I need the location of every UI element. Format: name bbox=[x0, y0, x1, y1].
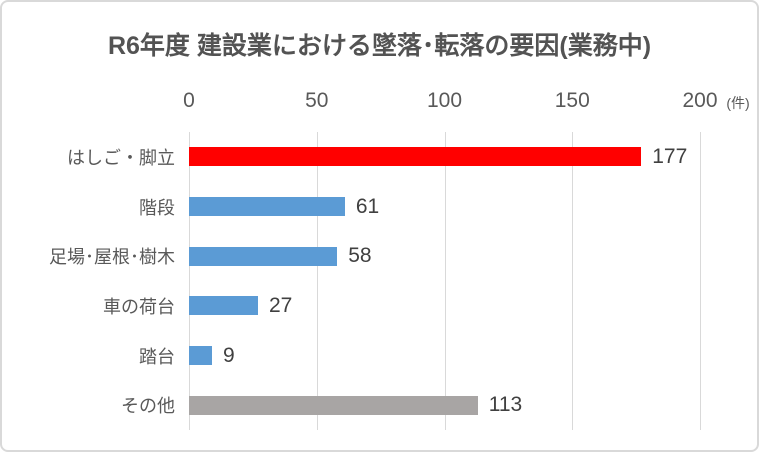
gridline bbox=[700, 132, 701, 430]
bar bbox=[189, 147, 642, 167]
gridline bbox=[444, 132, 446, 430]
bar-value-label: 27 bbox=[268, 293, 293, 317]
bar bbox=[189, 197, 345, 216]
x-axis-tick: 50 bbox=[305, 89, 329, 112]
gridline bbox=[316, 132, 318, 430]
axis-unit-label: (件) bbox=[726, 95, 750, 111]
bar-value-label: 9 bbox=[222, 343, 235, 367]
bar-value-label: 61 bbox=[355, 194, 380, 218]
category-label: その他 bbox=[121, 396, 175, 417]
bar-row: 113 bbox=[189, 380, 700, 430]
bar-row: 27 bbox=[189, 281, 700, 331]
x-axis-tick: 0 bbox=[183, 89, 195, 112]
category-label: 踏台 bbox=[139, 346, 175, 367]
bar bbox=[189, 246, 338, 266]
category-label: 階段 bbox=[139, 197, 175, 218]
chart-title: R6年度 建設業における墜落･転落の要因(業務中) bbox=[107, 32, 652, 60]
gridline bbox=[572, 132, 574, 430]
x-axis-tick: 150 bbox=[554, 89, 590, 112]
category-label: 足場･屋根･樹木 bbox=[49, 247, 175, 268]
bar-rows: 177 61 58 27 9 113 bbox=[189, 132, 700, 430]
bar-value-label: 177 bbox=[652, 144, 688, 168]
x-axis: 0 50 100 150 200 (件) bbox=[183, 86, 750, 116]
bar-row: 58 bbox=[189, 231, 700, 281]
bar-row: 9 bbox=[189, 331, 700, 381]
bar-row: 177 bbox=[189, 132, 700, 182]
category-label: 車の荷台 bbox=[103, 296, 175, 317]
plot-area: 177 61 58 27 9 113 bbox=[189, 132, 701, 430]
bar-row: 61 bbox=[189, 182, 700, 232]
bar-value-label: 58 bbox=[348, 244, 372, 268]
bar bbox=[189, 346, 212, 366]
category-axis: はしご・脚立 階段 足場･屋根･樹木 車の荷台 踏台 その他 bbox=[2, 132, 175, 430]
x-axis-tick: 100 bbox=[426, 89, 463, 112]
bar bbox=[189, 395, 478, 415]
bar bbox=[189, 296, 258, 316]
category-label: はしご・脚立 bbox=[67, 147, 175, 168]
bar-value-label: 113 bbox=[488, 393, 523, 417]
x-axis-tick: 200 bbox=[682, 89, 718, 112]
gridline-axis bbox=[189, 132, 190, 430]
